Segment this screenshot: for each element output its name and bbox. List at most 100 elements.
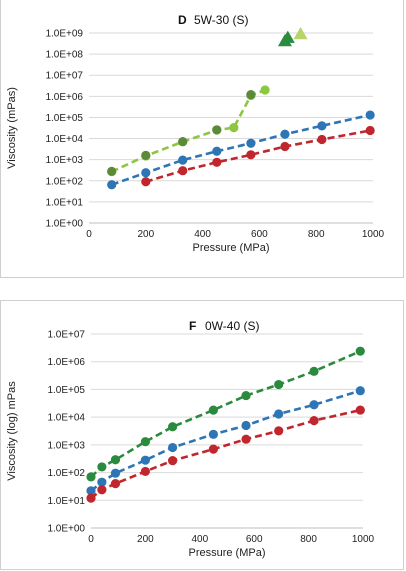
data-point [86, 486, 96, 496]
data-point [246, 138, 256, 148]
series-line [90, 408, 361, 500]
data-point [86, 472, 96, 482]
y-tick-label: 1.0E+03 [45, 155, 83, 166]
y-tick-label: 1.0E+07 [45, 71, 83, 82]
data-point [140, 437, 150, 447]
y-axis-title: Viscosity (mPas) [6, 87, 18, 169]
y-tick-label: 1.0E+02 [47, 468, 85, 479]
data-point [107, 180, 117, 190]
data-point [140, 455, 150, 465]
y-tick-label: 1.0E+00 [45, 219, 83, 230]
data-point [208, 405, 218, 415]
data-point [141, 177, 151, 187]
data-point [168, 422, 178, 432]
data-point [97, 485, 107, 495]
data-point [178, 136, 188, 147]
y-tick-label: 1.0E+05 [45, 113, 83, 124]
x-tick-label: 0 [88, 534, 94, 545]
data-point [241, 434, 251, 444]
data-point [168, 456, 178, 466]
x-tick-label: 400 [191, 534, 208, 545]
data-point [141, 168, 151, 178]
y-tick-label: 1.0E+00 [47, 524, 85, 535]
x-axis-title: Pressure (MPa) [188, 547, 265, 559]
series-line [90, 350, 361, 478]
series-line [111, 113, 371, 186]
data-point [309, 366, 319, 376]
data-point [280, 129, 290, 139]
x-tick-label: 0 [86, 229, 92, 240]
x-tick-label: 600 [251, 229, 268, 240]
data-point [293, 26, 308, 40]
data-point [208, 429, 218, 439]
data-point [260, 85, 270, 95]
data-point [229, 123, 239, 133]
y-tick-label: 1.0E+06 [45, 92, 83, 103]
data-point [309, 416, 319, 426]
x-tick-label: 800 [308, 229, 325, 240]
data-point [241, 420, 251, 431]
y-tick-label: 1.0E+01 [45, 197, 83, 208]
x-axis-title: Pressure (MPa) [192, 242, 269, 254]
data-point [280, 30, 295, 43]
panel-label: F [189, 319, 196, 333]
chart-panel-f: 1.0E+00 1.0E+01 1.0E+02 1.0E+03 1.0E+04 1.0E+… [0, 300, 404, 570]
data-point [140, 466, 150, 477]
data-point [365, 110, 375, 120]
x-tick-label: 800 [300, 534, 317, 545]
y-tick-label: 1.0E+04 [47, 413, 85, 424]
data-point [178, 166, 188, 176]
x-tick-label: 200 [137, 534, 154, 545]
chart-title: 0W-40 (S) [205, 319, 259, 333]
x-tick-label: 200 [137, 229, 154, 240]
x-tick-label: 400 [194, 229, 211, 240]
data-point [110, 455, 121, 465]
data-point [212, 157, 222, 167]
y-tick-label: 1.0E+05 [47, 385, 85, 396]
data-point [355, 405, 365, 415]
y-axis-title: Viscosity (log) mPas [6, 381, 18, 481]
data-point [355, 346, 365, 356]
y-tick-label: 1.0E+07 [47, 330, 85, 341]
data-point [355, 386, 365, 396]
data-point [86, 493, 96, 503]
chart-panel-d: 1.0E+00 1.0E+01 1.0E+02 1.0E+03 1.0E+04 1.0E+… [0, 0, 404, 278]
x-tick-label: 1000 [352, 534, 375, 545]
y-tick-label: 1.0E+01 [47, 496, 85, 507]
data-point [365, 125, 375, 136]
x-tick-label: 1000 [362, 229, 385, 240]
x-tick-label: 600 [246, 534, 263, 545]
data-point [280, 141, 290, 152]
chart-d-svg: 1.0E+00 1.0E+01 1.0E+02 1.0E+03 1.0E+04 1.0E+… [6, 13, 385, 254]
data-point [110, 479, 121, 489]
data-point [168, 442, 178, 453]
y-tick-label: 1.0E+06 [47, 357, 85, 368]
data-point [212, 146, 222, 156]
y-tick-label: 1.0E+09 [45, 29, 83, 40]
data-point [141, 150, 151, 160]
data-point [110, 468, 121, 478]
data-point [309, 400, 319, 410]
data-point [246, 90, 256, 100]
data-point [208, 444, 218, 454]
data-point [274, 409, 284, 419]
y-tick-label: 1.0E+08 [45, 50, 83, 61]
data-point [97, 477, 107, 487]
y-tick-label: 1.0E+02 [45, 176, 83, 187]
data-point [178, 155, 188, 165]
chart-title: 5W-30 (S) [194, 13, 248, 27]
y-tick-label: 1.0E+03 [47, 440, 85, 451]
series-line [90, 389, 361, 492]
data-point [274, 379, 284, 390]
chart-f-svg: 1.0E+00 1.0E+01 1.0E+02 1.0E+03 1.0E+04 1.0E+… [6, 319, 375, 559]
data-point [97, 462, 107, 472]
data-point [241, 390, 251, 401]
y-tick-label: 1.0E+04 [45, 134, 83, 145]
data-point [317, 134, 327, 145]
data-point [246, 150, 256, 160]
data-point [107, 166, 117, 176]
panel-label: D [178, 13, 187, 27]
data-point [274, 426, 284, 436]
data-point [212, 125, 222, 135]
data-point [317, 121, 327, 131]
